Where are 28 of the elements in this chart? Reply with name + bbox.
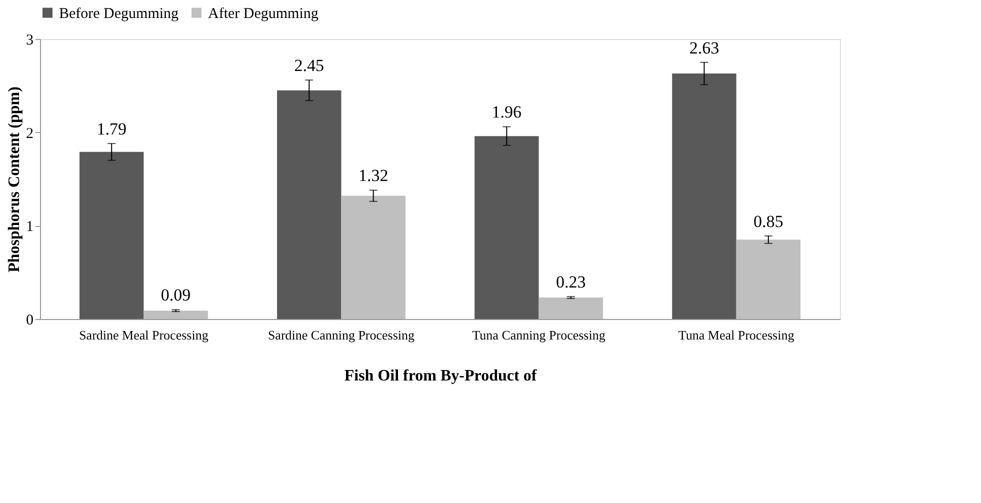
data-label: 1.32 bbox=[358, 166, 388, 186]
bar bbox=[341, 196, 406, 319]
data-label: 2.63 bbox=[689, 38, 720, 58]
x-tick-label: Tuna Meal Processing bbox=[678, 328, 795, 342]
legend-label: After Degumming bbox=[208, 6, 319, 22]
legend-label: Before Degumming bbox=[59, 6, 180, 22]
bar bbox=[277, 90, 342, 319]
bar bbox=[538, 298, 603, 319]
bar bbox=[736, 240, 800, 319]
y-tick-label: 1 bbox=[26, 219, 34, 236]
bar bbox=[474, 136, 539, 319]
data-label: 0.85 bbox=[754, 212, 784, 231]
bar bbox=[672, 74, 736, 319]
data-label: 1.79 bbox=[96, 120, 126, 139]
bar bbox=[80, 152, 144, 319]
x-tick-label: Tuna Canning Processing bbox=[472, 328, 606, 342]
data-label: 0.09 bbox=[160, 286, 191, 305]
data-label: 1.96 bbox=[492, 102, 522, 122]
x-tick-label: Sardine Meal Processing bbox=[79, 328, 209, 342]
data-label: 0.23 bbox=[556, 272, 586, 292]
x-axis-title: Fish Oil from By-Product of bbox=[344, 368, 538, 384]
y-axis-title: Phosphorus Content (ppm) bbox=[6, 86, 23, 272]
y-tick-label: 2 bbox=[26, 126, 34, 142]
bar bbox=[144, 310, 208, 319]
y-tick-label: 3 bbox=[26, 32, 34, 48]
x-tick-label: Sardine Canning Processing bbox=[268, 328, 416, 342]
y-tick-label: 0 bbox=[26, 312, 34, 328]
data-label: 2.45 bbox=[294, 56, 324, 76]
